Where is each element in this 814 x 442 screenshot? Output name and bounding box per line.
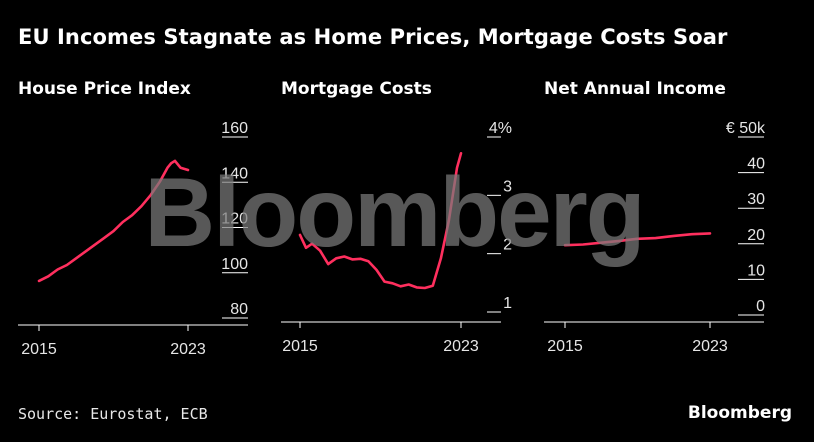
series-line [563, 232, 712, 247]
y-tick-label: 10 [747, 262, 765, 279]
chart-title: EU Incomes Stagnate as Home Prices, Mort… [18, 25, 728, 49]
y-tick-label: 80 [230, 301, 248, 318]
y-tick-label: 30 [747, 191, 765, 208]
x-tick-label: 2015 [21, 341, 57, 358]
series-line [37, 159, 190, 283]
y-tick-label: 120 [221, 211, 248, 228]
source-note: Source: Eurostat, ECB [18, 405, 208, 423]
y-tick-label: 0 [756, 298, 765, 315]
y-tick-label: 100 [221, 256, 248, 273]
y-tick-label: 40 [747, 156, 765, 173]
bloomberg-watermark: Bloomberg [144, 157, 643, 267]
y-tick-label: 1 [503, 295, 512, 312]
series-line [298, 152, 463, 290]
y-tick-label: 3 [503, 178, 512, 195]
y-tick-label: 160 [221, 120, 248, 137]
x-tick-label: 2023 [692, 338, 728, 355]
y-tick-label: 4% [489, 120, 512, 137]
x-tick-label: 2015 [282, 338, 318, 355]
panel-title-mortgage-costs: Mortgage Costs [281, 79, 432, 99]
x-tick-label: 2023 [170, 341, 206, 358]
x-tick-label: 2023 [443, 338, 479, 355]
panel-title-net-annual-income: Net Annual Income [544, 79, 726, 99]
y-tick-label: 140 [221, 165, 248, 182]
y-tick-label: 2 [503, 237, 512, 254]
x-tick-label: 2015 [547, 338, 583, 355]
y-tick-label: € 50k [726, 120, 766, 137]
bloomberg-logo: Bloomberg [687, 403, 792, 423]
y-tick-label: 20 [747, 227, 765, 244]
panel-title-house-price-index: House Price Index [18, 79, 191, 99]
